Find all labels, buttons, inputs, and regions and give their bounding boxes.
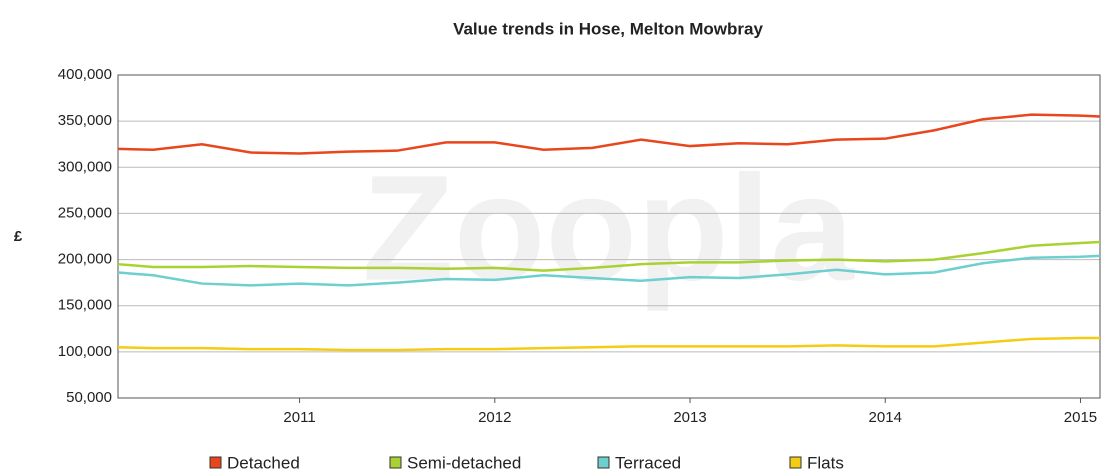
x-tick-label: 2013 [673,409,706,426]
legend-label: Semi-detached [407,453,521,472]
x-tick-label: 2011 [283,409,315,426]
y-tick-label: 100,000 [58,343,112,360]
x-tick-label: 2015 [1064,409,1097,426]
legend-swatch [789,456,802,469]
series-line [117,240,1101,272]
x-tick-label: 2014 [869,409,902,426]
y-tick-label: 300,000 [58,158,112,175]
watermark: Zoopla [362,144,855,312]
y-tick-label: 400,000 [58,66,112,83]
legend-swatch [389,456,402,469]
y-tick-label: 250,000 [58,204,112,221]
y-axis-label: £ [14,228,23,245]
chart-title: Value trends in Hose, Melton Mowbray [453,19,763,38]
legend-label: Flats [807,453,844,472]
x-tick-label: 2012 [478,409,511,426]
series-line [117,113,1101,155]
legend-swatch [209,456,222,469]
series-line [117,254,1101,287]
y-tick-label: 150,000 [58,297,112,314]
legend-label: Terraced [615,453,681,472]
legend-swatch [597,456,610,469]
y-tick-label: 350,000 [58,112,112,129]
plot-frame [117,74,1101,399]
legend-label: Detached [227,453,300,472]
series-line [117,336,1100,352]
y-tick-label: 50,000 [66,389,112,406]
y-tick-label: 200,000 [58,251,112,268]
